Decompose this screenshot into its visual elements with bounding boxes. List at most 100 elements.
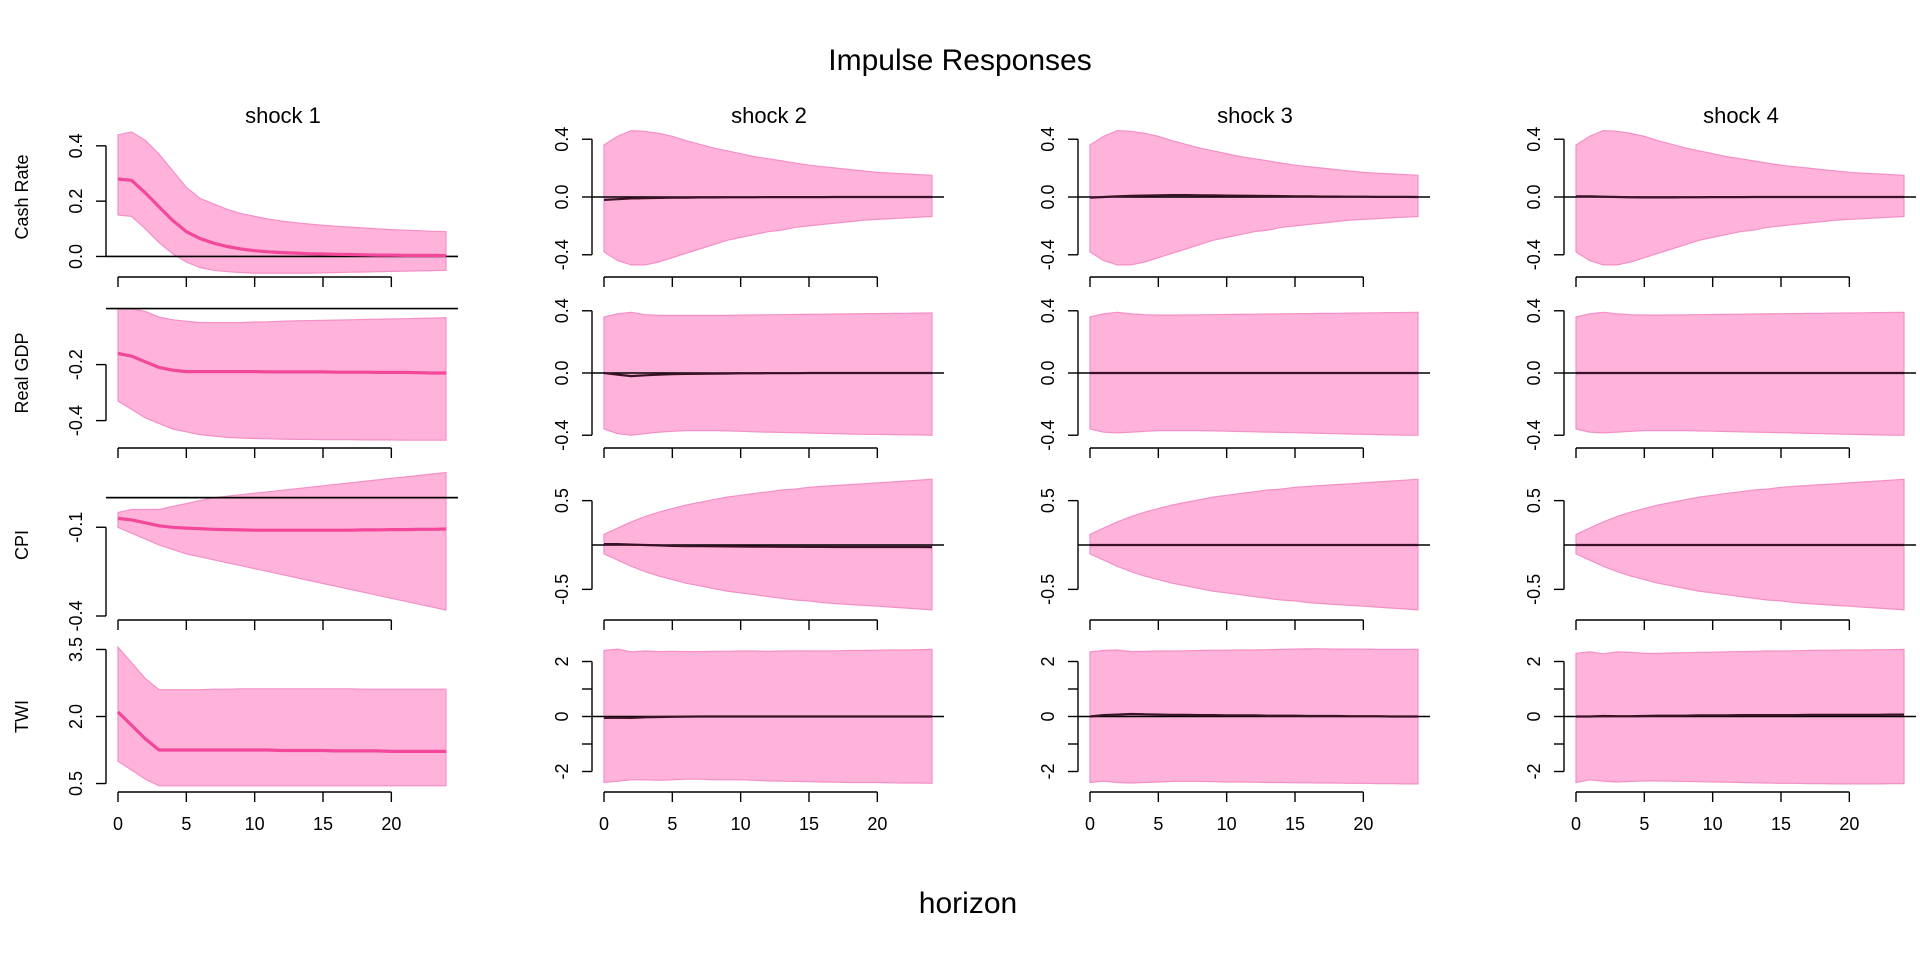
x-tick-label: 0 <box>113 814 123 834</box>
panel: -0.5 0.5 <box>1038 478 1430 630</box>
x-tick-label: 10 <box>731 814 751 834</box>
x-tick-label: 15 <box>799 814 819 834</box>
y-tick-label: 0.5 <box>1524 488 1544 513</box>
y-tick-label: 0.4 <box>552 127 572 152</box>
y-tick-label: 0.4 <box>66 133 86 158</box>
y-tick-label: -2 <box>552 763 572 779</box>
y-tick-label: 0.0 <box>1038 360 1058 385</box>
y-tick-label: -0.5 <box>552 574 572 605</box>
y-tick-label: 0 <box>1038 711 1058 721</box>
panel: -0.4 -0.1 <box>66 471 458 632</box>
y-tick-label: 0.0 <box>552 184 572 209</box>
chart-title: Impulse Responses <box>828 44 1091 77</box>
median-line <box>117 351 446 375</box>
median-line <box>603 715 932 720</box>
y-tick-label: -0.4 <box>66 405 86 436</box>
row-label: Cash Rate <box>12 154 32 239</box>
x-tick-label: 0 <box>1571 814 1581 834</box>
panel: 0.5 2.0 3.5 0 5 10 15 20 <box>66 637 447 834</box>
y-tick-label: 0.4 <box>1524 298 1544 323</box>
panel: -0.4 0.0 0.4 <box>1038 298 1430 458</box>
column-title: shock 1 <box>245 103 321 128</box>
x-tick-label: 5 <box>181 814 191 834</box>
y-tick-label: 0.0 <box>552 360 572 385</box>
x-tick-label: 20 <box>867 814 887 834</box>
column-title: shock 2 <box>731 103 807 128</box>
median-line <box>604 543 933 549</box>
credible-band <box>117 471 447 611</box>
median-line <box>117 177 447 258</box>
x-tick-label: 15 <box>1771 814 1791 834</box>
x-axis-title: horizon <box>919 887 1017 920</box>
median-line <box>1089 194 1419 199</box>
column-title: shock 3 <box>1217 103 1293 128</box>
x-tick-label: 20 <box>1839 814 1859 834</box>
y-tick-label: -0.1 <box>66 512 86 543</box>
y-tick-label: 0.5 <box>1038 488 1058 513</box>
median-line <box>1576 713 1904 718</box>
panel: -0.5 0.5 <box>1524 478 1916 630</box>
y-tick-label: 0.0 <box>1524 184 1544 209</box>
y-tick-label: 0.5 <box>552 488 572 513</box>
y-tick-label: -2 <box>1524 763 1544 779</box>
panels-grid: shock 1 shock 2 shock 3 shock 4 Cash Rate Rea… <box>12 103 1916 834</box>
y-tick-label: -0.5 <box>1038 574 1058 605</box>
y-tick-label: 2 <box>1038 656 1058 666</box>
panel: -0.4 0.0 0.4 <box>1038 127 1430 287</box>
y-tick-label: 0.4 <box>552 298 572 323</box>
y-tick-label: -0.4 <box>1524 420 1544 451</box>
y-tick-label: -0.4 <box>1524 239 1544 270</box>
x-tick-label: 0 <box>599 814 609 834</box>
x-tick-label: 10 <box>245 814 265 834</box>
x-tick-label: 20 <box>1353 814 1373 834</box>
y-tick-label: 0.0 <box>1038 184 1058 209</box>
y-tick-label: 0 <box>552 711 572 721</box>
y-tick-label: -0.2 <box>66 349 86 380</box>
panel: -0.4 0.0 0.4 <box>552 127 944 287</box>
y-tick-label: 0.2 <box>66 189 86 214</box>
panel: -0.4 0.0 0.4 <box>1524 298 1916 458</box>
panel: -0.4 -0.2 <box>66 307 458 458</box>
row-label: Real GDP <box>12 332 32 413</box>
credible-band <box>117 645 447 787</box>
y-tick-label: 0.4 <box>1524 127 1544 152</box>
y-tick-label: -0.4 <box>1038 239 1058 270</box>
y-tick-label: 3.5 <box>66 637 86 662</box>
y-tick-label: 0.0 <box>66 244 86 269</box>
panel: -0.5 0.5 <box>552 478 944 630</box>
x-tick-label: 10 <box>1703 814 1723 834</box>
credible-band <box>117 308 447 441</box>
y-tick-label: 2 <box>1524 656 1544 666</box>
median-line <box>603 371 932 378</box>
y-tick-label: 0.5 <box>66 771 86 796</box>
x-tick-label: 5 <box>667 814 677 834</box>
x-tick-label: 5 <box>1639 814 1649 834</box>
y-tick-label: -0.4 <box>552 420 572 451</box>
column-title: shock 4 <box>1703 103 1779 128</box>
median-line <box>1575 195 1904 199</box>
y-tick-label: -0.5 <box>1524 574 1544 605</box>
x-tick-label: 5 <box>1153 814 1163 834</box>
panel: 0.0 0.2 0.4 <box>66 131 458 287</box>
median-line <box>1089 712 1418 718</box>
median-line <box>117 516 447 532</box>
x-tick-label: 0 <box>1085 814 1095 834</box>
panel: -0.4 0.0 0.4 <box>1524 127 1916 287</box>
y-tick-label: 2 <box>552 656 572 666</box>
y-tick-label: 2.0 <box>66 704 86 729</box>
y-tick-label: -0.4 <box>1038 420 1058 451</box>
median-line <box>603 195 932 201</box>
x-tick-label: 15 <box>313 814 333 834</box>
y-tick-label: -0.4 <box>66 600 86 631</box>
panel: -0.4 0.0 0.4 <box>552 298 944 458</box>
x-tick-label: 20 <box>381 814 401 834</box>
x-tick-label: 10 <box>1217 814 1237 834</box>
median-line <box>116 710 446 753</box>
y-tick-label: 0.0 <box>1524 360 1544 385</box>
x-tick-label: 15 <box>1285 814 1305 834</box>
